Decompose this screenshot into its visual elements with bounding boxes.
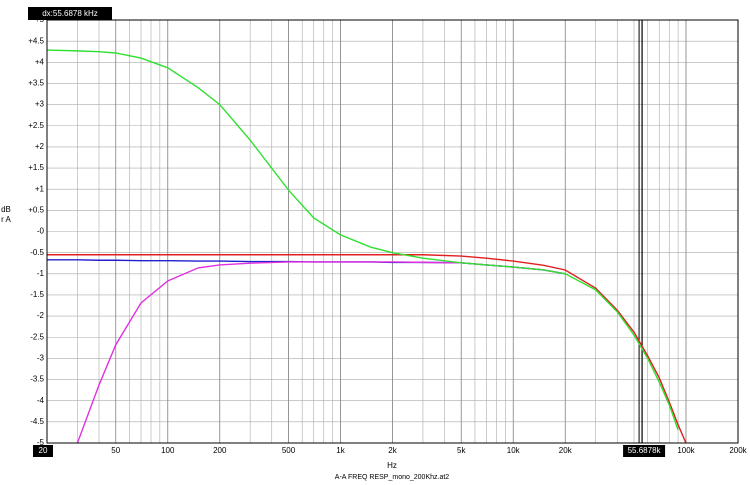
x-tick-label: 20 bbox=[39, 446, 48, 455]
cursor-box bbox=[623, 445, 666, 457]
y-axis-label: dBr A bbox=[1, 205, 11, 224]
y-tick-label: -0 bbox=[37, 227, 45, 236]
y-tick-label: -3.5 bbox=[30, 375, 44, 384]
cursor-label: 55.6878k bbox=[628, 446, 662, 455]
y-tick-label: -5 bbox=[37, 438, 45, 447]
y-tick-label: +5 bbox=[35, 15, 45, 24]
y-tick-label: -4.5 bbox=[30, 417, 44, 426]
series-line bbox=[47, 49, 679, 431]
x-tick-label: 500 bbox=[282, 446, 296, 455]
x-tick-label: 100 bbox=[161, 446, 175, 455]
y-tick-label: -0.5 bbox=[30, 248, 44, 257]
y-tick-label: -3 bbox=[37, 354, 45, 363]
y-tick-label: -4 bbox=[37, 396, 45, 405]
y-tick-label: -1.5 bbox=[30, 290, 44, 299]
plot-border bbox=[46, 19, 739, 444]
x-tick-label: 200 bbox=[213, 446, 227, 455]
y-tick-label: -1 bbox=[37, 269, 45, 278]
y-tick-label: +1.5 bbox=[28, 163, 44, 172]
x-tick-label: 200k bbox=[729, 446, 747, 455]
x-start-box bbox=[33, 445, 53, 457]
file-name: A-A FREQ RESP_mono_200Khz.at2 bbox=[335, 474, 449, 481]
y-tick-label: -2 bbox=[37, 311, 45, 320]
x-tick-label: 100k bbox=[677, 446, 695, 455]
x-axis-label: Hz bbox=[387, 461, 397, 470]
y-tick-label: -2.5 bbox=[30, 332, 44, 341]
y-tick-label: +4 bbox=[35, 57, 45, 66]
y-tick-label: +2 bbox=[35, 142, 45, 151]
x-tick-label: 5k bbox=[457, 446, 466, 455]
title-box bbox=[28, 7, 112, 20]
y-tick-label: +4.5 bbox=[28, 36, 44, 45]
x-tick-label: 50 bbox=[111, 446, 120, 455]
y-tick-label: +3 bbox=[35, 100, 45, 109]
y-tick-label: +3.5 bbox=[28, 79, 44, 88]
y-tick-label: +0.5 bbox=[28, 205, 44, 214]
x-tick-label: 10k bbox=[507, 446, 521, 455]
x-tick-label: 2k bbox=[388, 446, 397, 455]
x-tick-label: 1k bbox=[336, 446, 345, 455]
y-tick-label: +2.5 bbox=[28, 121, 44, 130]
x-tick-label: 20k bbox=[559, 446, 573, 455]
chart-title: dx:55.6878 kHz bbox=[42, 9, 98, 18]
y-tick-label: +1 bbox=[35, 184, 45, 193]
